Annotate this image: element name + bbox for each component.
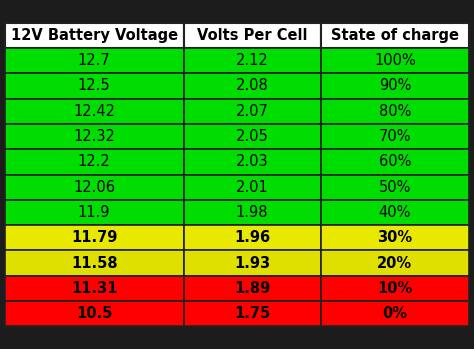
Bar: [5, 301, 183, 326]
Text: 12.2: 12.2: [78, 154, 110, 169]
Bar: [320, 174, 469, 200]
Text: 1.75: 1.75: [234, 306, 270, 321]
Bar: [183, 98, 320, 124]
Text: 1.89: 1.89: [234, 281, 270, 296]
Text: 70%: 70%: [379, 129, 411, 144]
Bar: [320, 301, 469, 326]
Text: 12.7: 12.7: [78, 53, 110, 68]
Bar: [183, 124, 320, 149]
Bar: [320, 124, 469, 149]
Text: 1.96: 1.96: [234, 230, 270, 245]
Text: Volts Per Cell: Volts Per Cell: [197, 28, 307, 43]
Bar: [183, 174, 320, 200]
Bar: [320, 200, 469, 225]
Bar: [183, 200, 320, 225]
Text: 2.03: 2.03: [236, 154, 268, 169]
Bar: [183, 276, 320, 301]
Bar: [5, 73, 183, 98]
Text: 60%: 60%: [379, 154, 411, 169]
Text: 2.12: 2.12: [236, 53, 268, 68]
Bar: [320, 225, 469, 251]
Text: 40%: 40%: [379, 205, 411, 220]
Text: 2.01: 2.01: [236, 180, 268, 195]
Text: 12.5: 12.5: [78, 79, 110, 94]
Text: 50%: 50%: [379, 180, 411, 195]
Text: 12.32: 12.32: [73, 129, 115, 144]
Text: 2.08: 2.08: [236, 79, 268, 94]
Text: 10%: 10%: [377, 281, 412, 296]
Bar: [320, 251, 469, 276]
Text: 90%: 90%: [379, 79, 411, 94]
Text: 11.9: 11.9: [78, 205, 110, 220]
Bar: [183, 225, 320, 251]
Bar: [5, 149, 183, 174]
Text: State of charge: State of charge: [331, 28, 459, 43]
Bar: [5, 200, 183, 225]
Bar: [5, 225, 183, 251]
Bar: [5, 276, 183, 301]
Bar: [320, 48, 469, 73]
Bar: [320, 23, 469, 48]
Bar: [183, 23, 320, 48]
Text: 20%: 20%: [377, 255, 412, 270]
Bar: [320, 276, 469, 301]
Text: ‹: ‹: [0, 122, 2, 151]
Text: 11.79: 11.79: [71, 230, 118, 245]
Text: ›: ›: [472, 122, 474, 151]
Bar: [5, 174, 183, 200]
Text: 12.06: 12.06: [73, 180, 115, 195]
Text: 11.58: 11.58: [71, 255, 118, 270]
Bar: [5, 251, 183, 276]
Text: 11.31: 11.31: [71, 281, 118, 296]
Text: 2.07: 2.07: [236, 104, 269, 119]
Text: 12.42: 12.42: [73, 104, 115, 119]
Bar: [5, 124, 183, 149]
Bar: [320, 98, 469, 124]
Text: 12V Battery Voltage: 12V Battery Voltage: [10, 28, 178, 43]
Bar: [183, 251, 320, 276]
Text: 1.98: 1.98: [236, 205, 268, 220]
Bar: [183, 73, 320, 98]
Text: 30%: 30%: [377, 230, 412, 245]
Text: 10.5: 10.5: [76, 306, 112, 321]
Text: 0%: 0%: [383, 306, 408, 321]
Text: 2.05: 2.05: [236, 129, 268, 144]
Text: 100%: 100%: [374, 53, 416, 68]
Bar: [183, 48, 320, 73]
Bar: [5, 48, 183, 73]
Bar: [183, 301, 320, 326]
Text: 1.93: 1.93: [234, 255, 270, 270]
Bar: [5, 98, 183, 124]
Bar: [320, 73, 469, 98]
Bar: [183, 149, 320, 174]
Bar: [320, 149, 469, 174]
Bar: [5, 23, 183, 48]
Text: 80%: 80%: [379, 104, 411, 119]
